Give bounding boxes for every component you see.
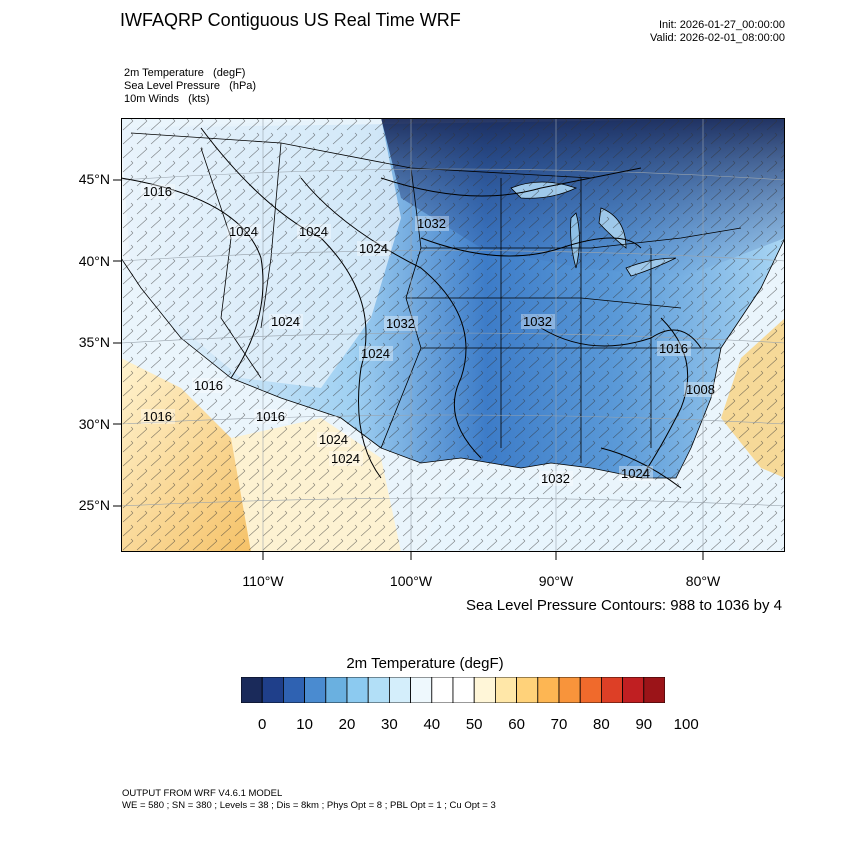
pressure-label: 1024 <box>229 224 258 239</box>
colorbar-label: 20 <box>338 716 356 733</box>
colorbar-label: 40 <box>423 716 441 733</box>
colorbar-swatch <box>261 677 284 703</box>
lon-label-90: 90°W <box>538 573 574 589</box>
colorbar-label: 50 <box>465 716 483 733</box>
variable-pressure: Sea Level Pressure (hPa) <box>124 80 257 92</box>
pressure-label: 1024 <box>331 451 360 466</box>
pressure-label: 1024 <box>271 314 300 329</box>
colorbar-label: 0 <box>258 716 267 733</box>
pressure-label: 1008 <box>686 382 715 397</box>
colorbar-swatch <box>452 677 475 703</box>
colorbar-label: 80 <box>593 716 610 733</box>
pressure-label: 1016 <box>143 409 172 424</box>
colorbar-label: 10 <box>296 716 313 733</box>
pressure-label: 1016 <box>194 378 223 393</box>
variable-list: 2m Temperature (degF) Sea Level Pressure… <box>124 67 256 106</box>
lon-label-110: 110°W <box>242 573 284 589</box>
lat-label-35: 35°N <box>78 334 110 350</box>
colorbar-swatch <box>346 677 369 703</box>
colorbar-label: 30 <box>381 716 398 733</box>
contour-note: Sea Level Pressure Contours: 988 to 1036… <box>465 597 782 614</box>
pressure-label: 1016 <box>143 184 172 199</box>
valid-time: Valid: 2026-02-01_08:00:00 <box>650 32 785 44</box>
colorbar <box>241 677 665 703</box>
colorbar-label: 100 <box>673 716 699 733</box>
colorbar-swatch <box>558 677 581 703</box>
pressure-label: 1016 <box>256 409 285 424</box>
colorbar-label: 60 <box>508 716 525 733</box>
colorbar-label: 90 <box>635 716 653 733</box>
colorbar-swatch <box>388 677 411 703</box>
pressure-label: 1032 <box>386 316 415 331</box>
lat-label-25: 25°N <box>78 497 110 513</box>
colorbar-swatch <box>473 677 496 703</box>
variable-winds: 10m Winds (kts) <box>124 93 210 105</box>
colorbar-swatch <box>600 677 623 703</box>
colorbar-swatch <box>537 677 560 703</box>
footer-config: WE = 580 ; SN = 380 ; Levels = 38 ; Dis … <box>122 800 496 811</box>
init-time: Init: 2026-01-27_00:00:00 <box>659 19 785 31</box>
colorbar-swatch <box>283 677 306 703</box>
footer-model: OUTPUT FROM WRF V4.6.1 MODEL <box>122 788 283 799</box>
colorbar-swatch <box>643 677 665 703</box>
map-title: IWFAQRP Contiguous US Real Time WRF <box>120 10 461 30</box>
pressure-label: 1024 <box>361 346 390 361</box>
variable-temperature: 2m Temperature (degF) <box>124 67 246 79</box>
colorbar-swatch <box>579 677 602 703</box>
colorbar-swatch <box>241 677 263 703</box>
model-footer: OUTPUT FROM WRF V4.6.1 MODEL WE = 580 ; … <box>122 788 496 812</box>
colorbar-swatch <box>431 677 454 703</box>
colorbar-title: 2m Temperature (degF) <box>346 655 504 672</box>
pressure-label: 1016 <box>659 341 688 356</box>
lat-label-45: 45°N <box>78 171 110 187</box>
colorbar-swatch <box>325 677 348 703</box>
pressure-label: 1024 <box>299 224 328 239</box>
pressure-label: 1024 <box>621 466 650 481</box>
pressure-label: 1032 <box>417 216 446 231</box>
colorbar-swatch <box>367 677 390 703</box>
weather-map: 1016 1024 1024 1024 1032 1032 1024 1032 1024 1016… <box>121 118 785 552</box>
colorbar-swatch <box>516 677 539 703</box>
colorbar-swatch <box>494 677 517 703</box>
pressure-label: 1024 <box>359 241 388 256</box>
colorbar-label: 70 <box>550 716 568 733</box>
pressure-label: 1024 <box>319 432 348 447</box>
lat-ticks <box>113 179 121 507</box>
colorbar-swatch <box>304 677 327 703</box>
colorbar-swatch <box>622 677 645 703</box>
lat-label-30: 30°N <box>78 416 110 432</box>
lon-ticks <box>262 552 704 560</box>
lon-label-100: 100°W <box>389 573 433 589</box>
pressure-label: 1032 <box>541 471 570 486</box>
lat-label-40: 40°N <box>78 253 110 269</box>
pressure-label: 1032 <box>523 314 552 329</box>
colorbar-swatch <box>410 677 433 703</box>
lon-label-80: 80°W <box>685 573 721 589</box>
